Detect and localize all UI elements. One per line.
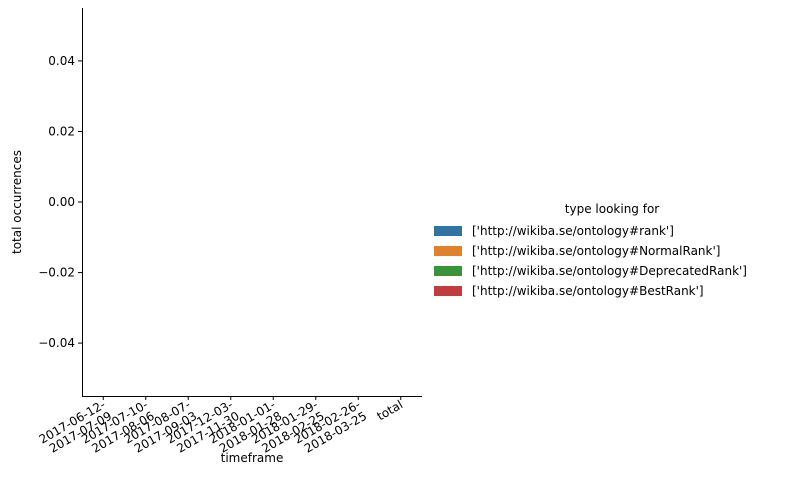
y-axis-ticks: −0.04 −0.02 0.00 0.02 0.04 xyxy=(38,54,82,350)
legend-label: ['http://wikiba.se/ontology#NormalRank'] xyxy=(472,244,720,258)
legend-label: ['http://wikiba.se/ontology#DeprecatedRa… xyxy=(472,264,747,278)
legend-swatch xyxy=(434,286,462,296)
legend-label: ['http://wikiba.se/ontology#rank'] xyxy=(472,224,674,238)
legend-swatch xyxy=(434,246,462,256)
x-axis-label: timeframe xyxy=(221,451,284,465)
legend-entries: ['http://wikiba.se/ontology#rank'] ['http… xyxy=(434,224,747,298)
x-tick-label: total xyxy=(374,397,405,423)
y-tick-label: 0.04 xyxy=(48,54,75,68)
y-tick-label: 0.00 xyxy=(48,195,75,209)
y-tick-label: −0.04 xyxy=(38,336,75,350)
legend-swatch xyxy=(434,226,462,236)
y-tick-label: −0.02 xyxy=(38,266,75,280)
legend: type looking for ['http://wikiba.se/onto… xyxy=(434,202,747,298)
y-tick-label: 0.02 xyxy=(48,124,75,138)
y-axis-label: total occurrences xyxy=(10,150,24,254)
legend-swatch xyxy=(434,266,462,276)
legend-label: ['http://wikiba.se/ontology#BestRank'] xyxy=(472,284,704,298)
legend-title: type looking for xyxy=(565,202,660,216)
x-axis-ticks: 2017-06-12-2017-07-092017-07-10-2017-08-… xyxy=(37,396,405,456)
